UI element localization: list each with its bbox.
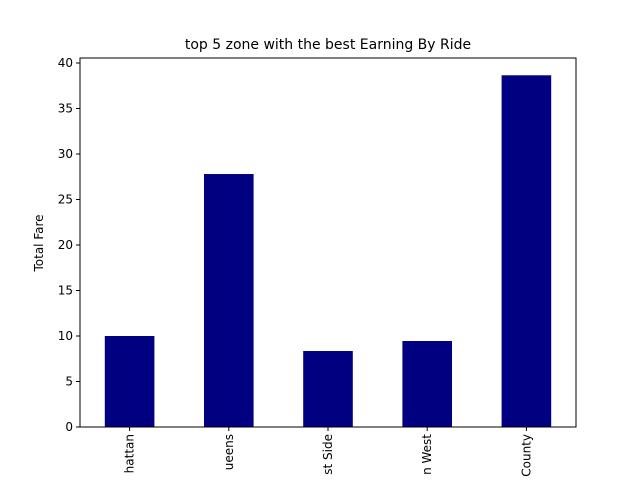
y-tick-label: 40: [58, 56, 73, 70]
bar: [303, 351, 353, 427]
plot-frame: [79, 57, 577, 428]
y-tick-label: 30: [58, 147, 73, 161]
chart-title: top 5 zone with the best Earning By Ride: [185, 37, 471, 53]
x-tick-label: st Side: [321, 434, 335, 475]
y-tick-label: 15: [58, 284, 73, 298]
y-tick-label: 0: [65, 420, 73, 434]
bar: [204, 174, 254, 427]
y-tick-label: 5: [65, 375, 73, 389]
bar: [501, 75, 552, 427]
bar: [402, 341, 452, 427]
y-tick-label: 10: [58, 329, 73, 343]
bar: [104, 336, 155, 427]
y-tick-label: 35: [58, 102, 73, 116]
x-tick-label: hattan: [123, 434, 137, 473]
x-tick-label: n West: [420, 434, 434, 475]
y-tick-label: 20: [58, 238, 73, 252]
x-tick-label: ueens: [222, 434, 236, 470]
y-tick-label: 25: [58, 193, 73, 207]
y-axis-label: Total Fare: [32, 214, 46, 272]
x-tick-label: County: [519, 434, 533, 477]
